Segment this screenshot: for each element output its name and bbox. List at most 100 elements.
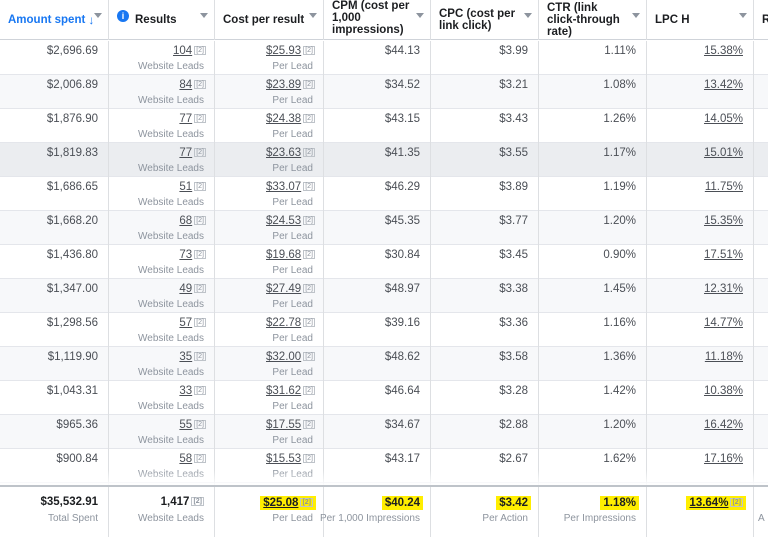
cost-per-result-link[interactable]: $24.53 — [266, 215, 302, 227]
column-label-cpm: CPM (cost per 1,000 impressions) — [332, 0, 410, 36]
cell-cpc: $3.43 — [431, 109, 539, 143]
lpc-link[interactable]: 15.38% — [703, 45, 743, 57]
cell-results: 49 [2] Website Leads — [109, 279, 215, 313]
lpc-link[interactable]: 17.51% — [703, 249, 743, 261]
table-row[interactable]: $1,686.65 51 [2] Website Leads $33.07 [2] Per … — [0, 177, 768, 211]
lpc-link[interactable]: 16.42% — [703, 419, 743, 431]
cost-per-result-label: Per Lead — [272, 95, 313, 106]
cost-per-result-link[interactable]: $31.62 — [266, 385, 302, 397]
cell-next — [754, 75, 768, 109]
cost-per-result-link[interactable]: $27.49 — [266, 283, 302, 295]
cost-per-result-link[interactable]: $23.63 — [266, 147, 302, 159]
cell-next — [754, 313, 768, 347]
column-header-cpc[interactable]: CPC (cost per link click) — [431, 0, 539, 40]
footnote-marker: [2] — [303, 250, 315, 259]
results-link[interactable]: 51 — [179, 181, 193, 193]
table-row[interactable]: $1,298.56 57 [2] Website Leads $22.78 [2] Per … — [0, 313, 768, 347]
column-header-lpc[interactable]: LPC H — [647, 0, 754, 40]
amount-spent-value: $1,347.00 — [46, 283, 98, 295]
table-row[interactable]: $1,819.83 77 [2] Website Leads $23.63 [2] Per … — [0, 143, 768, 177]
results-link[interactable]: 68 — [179, 215, 193, 227]
chevron-down-icon[interactable] — [200, 13, 208, 18]
column-header-ctr[interactable]: CTR (link click-through rate) — [539, 0, 647, 40]
table-body: $2,696.69 104 [2] Website Leads $25.93 [2] Per… — [0, 41, 768, 485]
table-row[interactable]: $965.36 55 [2] Website Leads $17.55 [2] Per Le… — [0, 415, 768, 449]
results-link[interactable]: 49 — [179, 283, 193, 295]
cell-ctr: 1.19% — [539, 177, 647, 211]
results-link[interactable]: 77 — [179, 147, 193, 159]
cost-per-result-link[interactable]: $15.53 — [266, 453, 302, 465]
lpc-link[interactable]: 14.77% — [703, 317, 743, 329]
lpc-link[interactable]: 15.01% — [703, 147, 743, 159]
total-cpr-value[interactable]: $25.08 — [263, 497, 299, 509]
chevron-down-icon[interactable] — [94, 13, 102, 18]
column-header-cpm[interactable]: CPM (cost per 1,000 impressions) — [324, 0, 431, 40]
cost-per-result-link[interactable]: $17.55 — [266, 419, 302, 431]
results-type-label: Website Leads — [138, 333, 204, 344]
total-lpc-value[interactable]: 13.64% — [689, 497, 729, 509]
lpc-link[interactable]: 14.05% — [703, 113, 743, 125]
footnote-marker: [2] — [194, 46, 206, 55]
cell-next — [754, 177, 768, 211]
cell-amount-spent: $1,819.83 — [0, 143, 109, 177]
cost-per-result-link[interactable]: $19.68 — [266, 249, 302, 261]
column-header-next[interactable]: R — [754, 0, 768, 40]
cell-cost-per-result: $24.53 [2] Per Lead — [215, 211, 324, 245]
lpc-link[interactable]: 10.38% — [703, 385, 743, 397]
results-type-label: Website Leads — [138, 61, 204, 72]
results-link[interactable]: 55 — [179, 419, 193, 431]
lpc-link[interactable]: 11.75% — [704, 181, 743, 193]
cell-ctr: 1.42% — [539, 381, 647, 415]
table-row[interactable]: $1,347.00 49 [2] Website Leads $27.49 [2] Per … — [0, 279, 768, 313]
lpc-link[interactable]: 11.18% — [704, 351, 743, 363]
cell-cpm: $34.52 — [324, 75, 431, 109]
amount-spent-value: $900.84 — [56, 453, 98, 465]
cell-ctr: 1.16% — [539, 313, 647, 347]
chevron-down-icon[interactable] — [524, 13, 532, 18]
results-link[interactable]: 57 — [179, 317, 193, 329]
lpc-link[interactable]: 12.31% — [703, 283, 743, 295]
column-header-results[interactable]: i Results — [109, 0, 215, 40]
cost-per-result-link[interactable]: $24.38 — [266, 113, 302, 125]
table-row[interactable]: $2,696.69 104 [2] Website Leads $25.93 [2] Per… — [0, 41, 768, 75]
results-link[interactable]: 58 — [179, 453, 193, 465]
cell-amount-spent: $965.36 — [0, 415, 109, 449]
cpc-value: $2.67 — [499, 453, 528, 465]
cell-cpc: $3.28 — [431, 381, 539, 415]
cost-per-result-link[interactable]: $25.93 — [266, 45, 302, 57]
column-header-amount-spent[interactable]: Amount spent ↓ — [0, 0, 109, 40]
table-row[interactable]: $1,668.20 68 [2] Website Leads $24.53 [2] Per … — [0, 211, 768, 245]
results-link[interactable]: 104 — [173, 45, 193, 57]
ctr-value: 1.20% — [603, 419, 636, 431]
chevron-down-icon[interactable] — [309, 13, 317, 18]
cpm-value: $39.16 — [384, 317, 420, 329]
chevron-down-icon[interactable] — [416, 13, 424, 18]
table-row[interactable]: $1,043.31 33 [2] Website Leads $31.62 [2] Per … — [0, 381, 768, 415]
lpc-link[interactable]: 17.16% — [703, 453, 743, 465]
results-link[interactable]: 84 — [179, 79, 193, 91]
chevron-down-icon[interactable] — [632, 13, 640, 18]
column-label-amount-spent: Amount spent — [8, 14, 86, 26]
results-link[interactable]: 33 — [179, 385, 193, 397]
lpc-link[interactable]: 13.42% — [703, 79, 743, 91]
total-next-label: A — [758, 513, 765, 524]
info-icon[interactable]: i — [117, 10, 129, 22]
results-link[interactable]: 77 — [179, 113, 193, 125]
chevron-down-icon[interactable] — [739, 13, 747, 18]
cost-per-result-link[interactable]: $33.07 — [266, 181, 302, 193]
cell-amount-spent: $1,436.80 — [0, 245, 109, 279]
results-link[interactable]: 73 — [179, 249, 193, 261]
ctr-value: 1.36% — [603, 351, 636, 363]
table-row[interactable]: $1,119.90 35 [2] Website Leads $32.00 [2] Per … — [0, 347, 768, 381]
cost-per-result-link[interactable]: $23.89 — [266, 79, 302, 91]
cost-per-result-label: Per Lead — [272, 299, 313, 310]
column-header-cost-per-result[interactable]: Cost per result — [215, 0, 324, 40]
table-row[interactable]: $2,006.89 84 [2] Website Leads $23.89 [2] Per … — [0, 75, 768, 109]
results-link[interactable]: 35 — [179, 351, 193, 363]
table-row[interactable]: $1,876.90 77 [2] Website Leads $24.38 [2] Per … — [0, 109, 768, 143]
lpc-link[interactable]: 15.35% — [703, 215, 743, 227]
cost-per-result-link[interactable]: $32.00 — [266, 351, 302, 363]
table-row[interactable]: $1,436.80 73 [2] Website Leads $19.68 [2] Per … — [0, 245, 768, 279]
cost-per-result-link[interactable]: $22.78 — [266, 317, 302, 329]
